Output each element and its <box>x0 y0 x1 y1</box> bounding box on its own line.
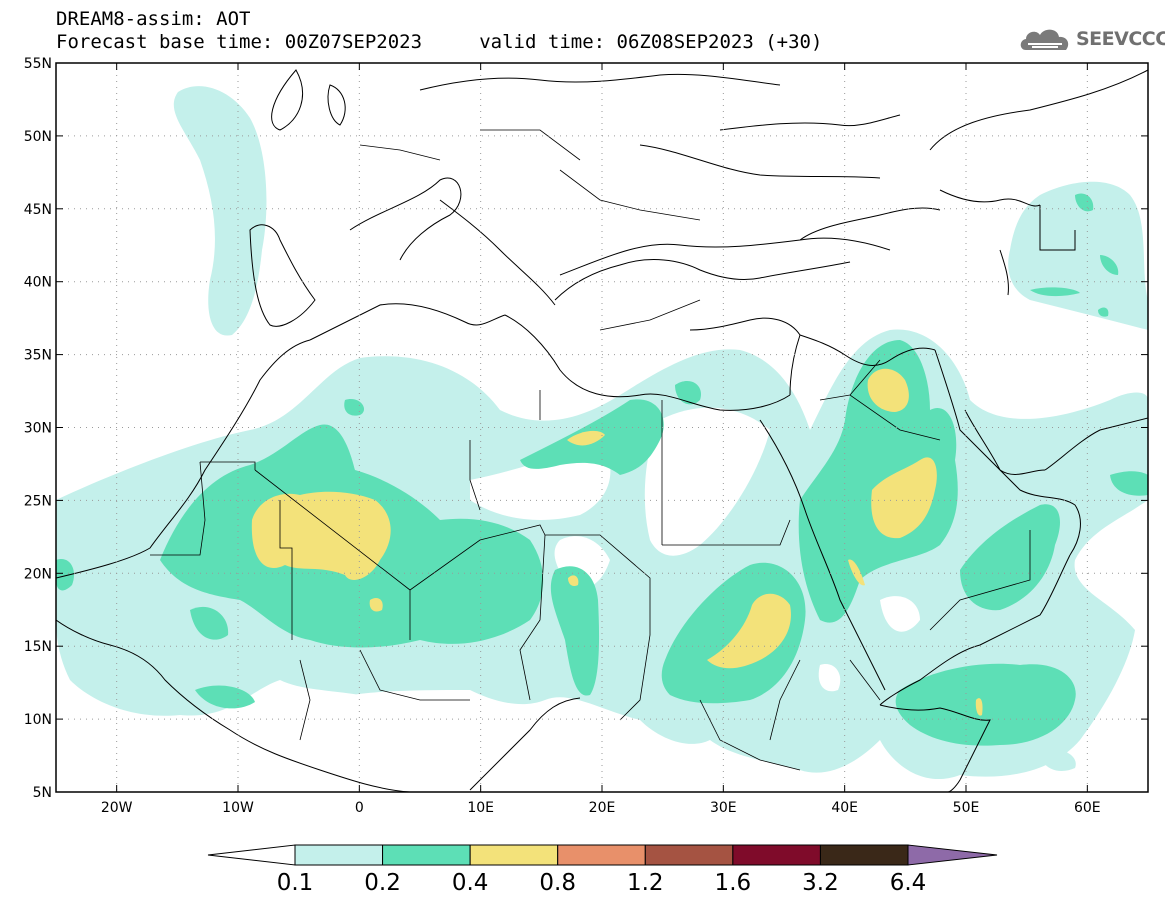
lat-label: 10N <box>24 712 52 728</box>
lon-label: 10W <box>222 800 254 816</box>
coastlines <box>56 69 1148 792</box>
lat-labels: 55N 50N 45N 40N 35N 30N 25N 20N 15N 10N 5N <box>24 56 52 801</box>
logo-text: SEEVCCC <box>1076 28 1165 50</box>
lon-label: 60E <box>1074 800 1101 816</box>
lon-labels: 20W 10W 0 10E 20E 30E 40E 50E 60E <box>101 800 1101 816</box>
lat-label: 20N <box>24 566 52 582</box>
colorbar-segment <box>382 844 471 866</box>
colorbar-label: 0.8 <box>539 870 576 896</box>
lon-label: 20W <box>101 800 133 816</box>
lat-label: 15N <box>24 639 52 655</box>
colorbar-label: 0.2 <box>364 870 401 896</box>
lat-label: 5N <box>33 785 52 801</box>
colorbar-label: 0.1 <box>276 870 314 896</box>
lat-label: 45N <box>24 202 52 218</box>
colorbar-label: 3.2 <box>802 870 839 896</box>
colorbar-segment <box>294 844 384 866</box>
colorbar-label: 6.4 <box>889 870 927 896</box>
colorbar <box>207 844 998 866</box>
colorbar-low-arrow <box>207 844 296 866</box>
colorbar-segment <box>469 844 559 866</box>
colorbar-segment <box>732 844 821 866</box>
colorbar-segment <box>644 844 734 866</box>
map-title: DREAM8-assim: AOT <box>56 8 251 30</box>
lat-label: 50N <box>24 129 52 145</box>
colorbar-label: 1.2 <box>626 870 664 896</box>
axis-ticks <box>56 62 1148 793</box>
lon-label: 10E <box>467 800 494 816</box>
lon-label: 20E <box>589 800 616 816</box>
aot-field <box>56 86 1148 784</box>
lon-label: 0 <box>355 800 364 816</box>
lat-label: 55N <box>24 56 52 72</box>
lat-label: 30N <box>24 421 52 437</box>
colorbar-high-arrow <box>907 844 998 866</box>
lat-label: 25N <box>24 493 52 509</box>
colorbar-segment <box>557 844 646 866</box>
forecast-time-subtitle: Forecast base time: 00Z07SEP2023 valid t… <box>56 31 823 53</box>
lon-label: 50E <box>953 800 980 816</box>
colorbar-segment <box>819 844 909 866</box>
lat-label: 35N <box>24 348 52 364</box>
aot-band-0.4 <box>251 368 983 716</box>
lat-label: 40N <box>24 275 52 291</box>
country-borders <box>150 129 1031 771</box>
colorbar-label: 1.6 <box>714 870 752 896</box>
graticule <box>56 63 1148 792</box>
seevccc-logo: SEEVCCC <box>1018 24 1165 54</box>
colorbar-label: 0.4 <box>451 870 489 896</box>
cloud-icon <box>1020 29 1069 50</box>
lon-label: 40E <box>831 800 858 816</box>
lon-label: 30E <box>710 800 737 816</box>
